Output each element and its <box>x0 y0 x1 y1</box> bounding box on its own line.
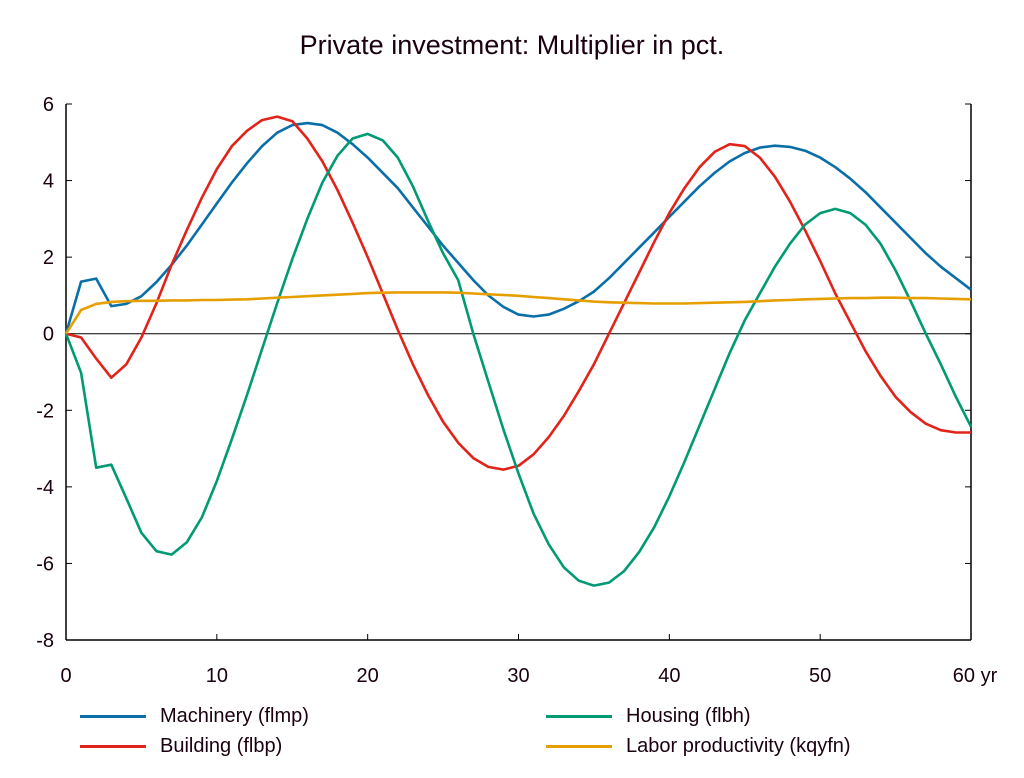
legend-item-housing: Housing (flbh) <box>546 703 751 729</box>
series-line-machinery <box>64 121 972 335</box>
x-tick-label: 30 <box>507 665 529 687</box>
y-tick-label: -8 <box>36 630 54 652</box>
x-tick-label: 60 yr <box>953 665 998 687</box>
y-tick-label: 0 <box>43 324 54 346</box>
x-tick-label: 50 <box>809 665 831 687</box>
chart-title: Private investment: Multiplier in pct. <box>299 30 725 60</box>
legend-label-housing: Housing (flbh) <box>626 704 751 727</box>
y-tick-label: 6 <box>43 94 54 116</box>
axes <box>65 103 972 641</box>
legend-swatch-housing <box>546 714 612 718</box>
series-line-labor-productivity <box>64 291 972 335</box>
y-tick-label: -2 <box>36 400 54 422</box>
x-tick-label: 10 <box>206 665 228 687</box>
legend-item-machinery: Machinery (flmp) <box>80 703 309 729</box>
legend-swatch-labor-productivity <box>546 744 612 748</box>
y-tick-label: 2 <box>43 247 54 269</box>
legend-item-labor-productivity: Labor productivity (kqyfn) <box>546 733 851 759</box>
x-tick-label: 40 <box>658 665 680 687</box>
legend-swatch-machinery <box>80 714 146 718</box>
series-line-building <box>65 115 971 471</box>
series-line-housing <box>64 132 973 587</box>
legend-label-labor-productivity: Labor productivity (kqyfn) <box>626 734 851 757</box>
series-lines <box>64 115 973 587</box>
legend-label-machinery: Machinery (flmp) <box>160 704 309 727</box>
y-tick-label: 4 <box>43 171 54 193</box>
legend-item-building: Building (flbp) <box>80 733 282 759</box>
tick-labels: -8 -6 -4 -2 0 2 4 6 0 10 20 30 40 50 60 yr <box>36 94 997 687</box>
legend-label-building: Building (flbp) <box>160 734 283 757</box>
line-chart: -8 -6 -4 -2 0 2 4 6 0 10 20 30 40 50 60 yr <box>36 94 997 687</box>
x-tick-label: 0 <box>60 665 71 687</box>
y-tick-label: -6 <box>36 553 54 575</box>
x-tick-label: 20 <box>357 665 379 687</box>
legend-swatch-building <box>80 744 146 748</box>
y-tick-label: -4 <box>36 477 54 499</box>
